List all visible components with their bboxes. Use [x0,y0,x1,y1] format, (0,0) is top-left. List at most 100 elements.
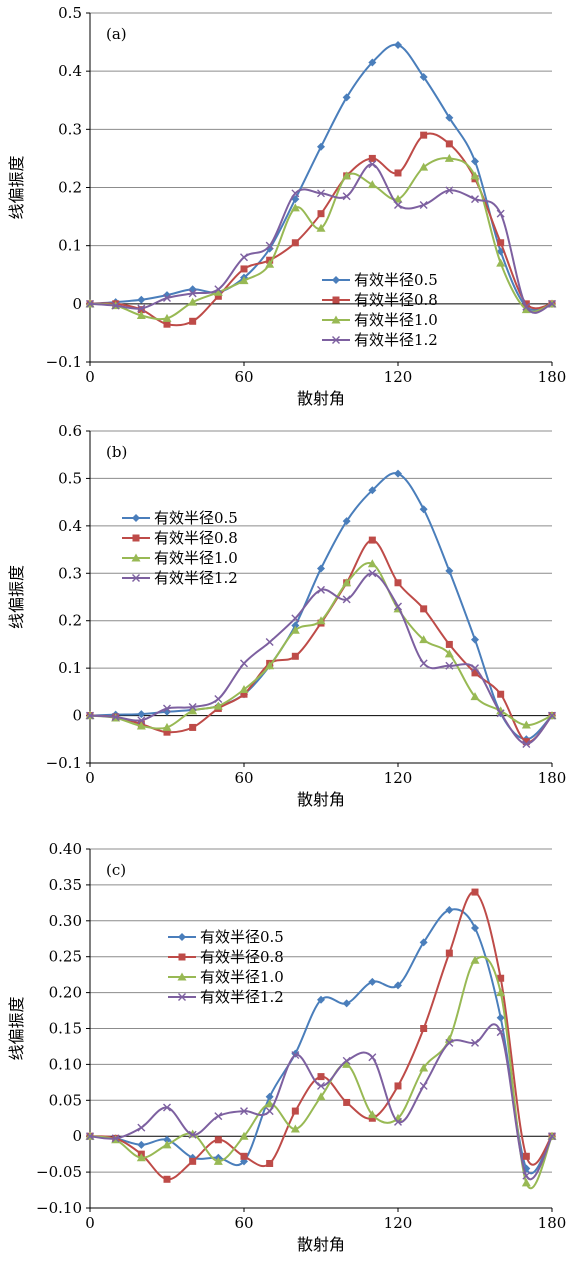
data-point [496,709,505,718]
data-point [420,131,428,139]
series-4 [86,160,556,314]
data-point [163,1103,171,1112]
data-point [445,949,453,957]
data-point [188,706,198,715]
data-point [471,157,479,166]
data-point [419,505,428,514]
data-point [291,652,299,660]
data-point [137,295,146,304]
legend-marker [331,315,341,324]
legend-marker [177,972,187,981]
data-point [445,140,453,148]
data-point [444,153,454,162]
data-point [548,711,556,720]
data-point [471,923,479,932]
legend: 有效半径0.5 有效半径0.8 有效半径1.0 有效半径1.2 [122,509,238,587]
data-point [342,93,351,102]
data-point [368,1114,376,1122]
data-point [445,566,454,575]
panel-label: (a) [106,25,127,43]
data-point [367,180,377,189]
y-tick-label: 0.2 [58,179,82,197]
data-point [419,635,429,644]
y-tick-label: 0.3 [58,564,82,582]
data-point [291,1051,300,1060]
x-axis-label: 散射角 [297,1235,345,1254]
data-point [137,716,146,725]
data-point [522,300,530,308]
legend-label: 有效半径1.0 [200,968,284,986]
panel-c: −0.10 −0.05 0 0.05 0.10 0.15 0.20 0.25 0.30 0.35 0… [7,840,566,1254]
data-point [496,209,505,218]
data-point [368,569,377,578]
legend-marker [332,336,340,344]
data-point [394,981,402,990]
data-point [290,1124,300,1133]
data-point [342,999,351,1008]
data-point [136,721,146,730]
data-point [188,703,197,712]
panel-b: −0.100.10.20.30.40.50.60 60 120 180散射角线偏振度(… [7,422,566,809]
data-point [240,253,248,262]
data-point [317,564,325,573]
data-point [342,192,351,201]
data-point [471,888,479,896]
series-2 [86,888,556,1183]
legend-marker [178,933,186,941]
data-point [394,579,402,587]
series-line [89,908,553,1175]
data-point [137,1140,146,1149]
data-point [521,1178,531,1187]
x-tick-label: 180 [538,769,567,787]
series-3 [85,955,557,1189]
data-point [213,287,223,296]
series-1 [86,40,556,312]
data-point [239,684,249,693]
data-point [471,664,479,673]
data-point [265,241,274,250]
legend-label: 有效半径1.0 [354,311,438,329]
data-point [522,740,531,749]
data-point [445,906,454,915]
legend-marker [132,534,140,542]
data-point [265,638,274,647]
data-point [393,194,403,203]
data-point [189,317,197,325]
data-point [214,285,223,294]
legend-label: 有效半径1.2 [354,331,438,349]
data-point [496,988,506,997]
data-point [317,1081,325,1090]
legend: 有效半径0.5 有效半径0.8 有效半径1.0 有效半径1.2 [322,271,438,349]
data-point [420,605,428,613]
y-axis-label: 线偏振度 [7,565,26,629]
data-point [86,711,94,720]
data-point [162,1140,172,1149]
data-point [291,189,300,198]
x-tick-label: 0 [85,1214,95,1232]
data-point [343,1098,351,1106]
data-point [240,265,248,273]
data-point [188,289,197,298]
data-point [163,704,171,713]
data-point [240,659,248,668]
panel-label: (b) [106,443,127,461]
data-point [240,1152,248,1160]
data-point [419,1063,429,1072]
data-point [497,690,505,698]
series-line [89,43,553,312]
data-point [367,1110,377,1119]
data-point [342,517,351,526]
data-point [111,1134,120,1143]
data-point [445,113,454,122]
data-point [163,1135,171,1144]
data-point [214,292,222,300]
series-4 [86,569,556,749]
y-tick-label: 0.35 [49,876,82,894]
data-point [86,299,94,308]
data-point [548,1132,556,1141]
data-point [162,722,172,731]
y-tick-label: −0.1 [46,353,82,371]
legend-label: 有效半径1.0 [154,549,238,567]
data-point [419,72,428,81]
